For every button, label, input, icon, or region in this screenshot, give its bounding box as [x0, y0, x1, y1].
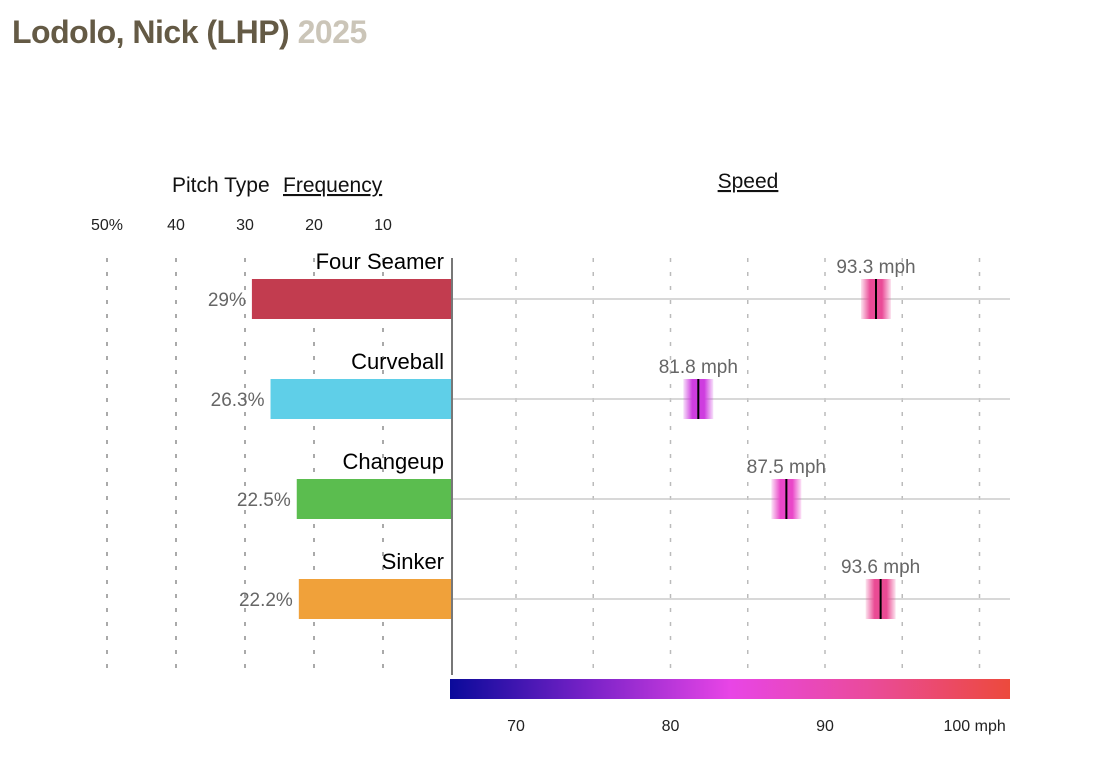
frequency-tick-label: 40: [167, 217, 185, 234]
speed-tick-label: 70: [507, 718, 525, 735]
speed-tick-label: 100 mph: [944, 718, 1006, 735]
frequency-bar: [298, 579, 452, 619]
pitch-name-label: Changeup: [342, 449, 444, 474]
frequency-title-link[interactable]: Frequency: [283, 174, 383, 197]
frequency-bar: [270, 379, 452, 419]
frequency-tick-label: 10: [374, 217, 392, 234]
frequency-tick-label: 50%: [91, 217, 123, 234]
pitch-name-label: Four Seamer: [316, 249, 444, 274]
frequency-tick-label: 20: [305, 217, 323, 234]
speed-value-label: 93.3 mph: [836, 257, 915, 278]
pitch-name-label: Curveball: [351, 349, 444, 374]
frequency-bar: [251, 279, 452, 319]
season-year: 2025: [297, 14, 368, 50]
speed-value-label: 81.8 mph: [659, 357, 738, 378]
speed-value-label: 87.5 mph: [747, 457, 826, 478]
speed-tick-label: 90: [816, 718, 834, 735]
pitch-name-label: Sinker: [382, 549, 444, 574]
page-title: Lodolo, Nick (LHP) 2025: [12, 14, 367, 51]
frequency-value-label: 29%: [208, 290, 246, 311]
speed-value-label: 93.6 mph: [841, 557, 920, 578]
frequency-value-label: 22.5%: [237, 490, 291, 511]
frequency-tick-label: 30: [236, 217, 254, 234]
speed-title-link[interactable]: Speed: [718, 170, 779, 193]
frequency-value-label: 22.2%: [239, 590, 293, 611]
frequency-title-prefix: Pitch Type: [172, 174, 270, 197]
speed-color-scale: [450, 679, 1010, 699]
frequency-value-label: 26.3%: [211, 390, 265, 411]
speed-tick-label: 80: [662, 718, 680, 735]
player-name: Lodolo, Nick (LHP): [12, 14, 290, 50]
frequency-bar: [296, 479, 452, 519]
